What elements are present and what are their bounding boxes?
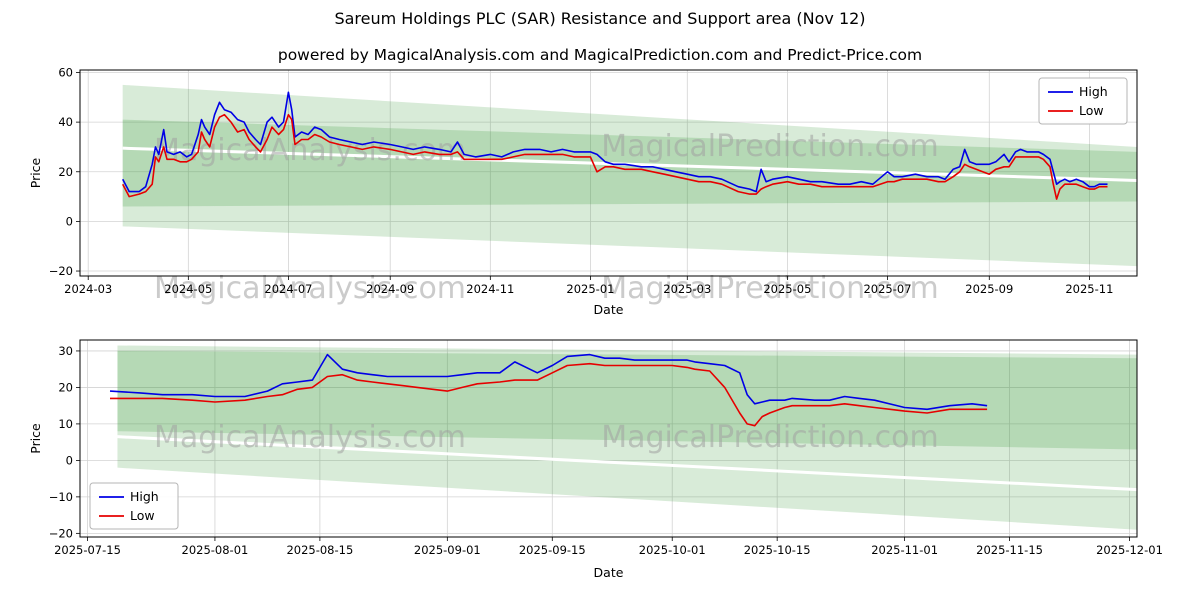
bottom-chart: MagicalAnalysis.com MagicalPrediction.com… — [28, 339, 1163, 580]
x-tick-label: 2025-10-15 — [744, 543, 811, 557]
watermark-text: MagicalPrediction.com — [601, 420, 939, 455]
high-line — [121, 91, 1108, 193]
low-line — [121, 113, 1108, 200]
legend-box — [1038, 77, 1128, 125]
x-axis-label: Date — [594, 565, 624, 580]
y-tick-label: 30 — [58, 344, 73, 358]
x-tick-label: 2025-12-01 — [1096, 543, 1163, 557]
band-seam — [117, 435, 1138, 492]
x-tick-label: 2025-09 — [965, 282, 1013, 296]
y-tick-label: 10 — [58, 417, 73, 431]
y-tick-label: −20 — [49, 526, 73, 540]
legend: High Low — [1038, 77, 1128, 125]
x-tick-label: 2024-11 — [466, 282, 514, 296]
y-tick-label: 40 — [58, 115, 73, 129]
x-tick-label: 2025-11 — [1065, 282, 1113, 296]
x-tick-label: 2025-11-15 — [976, 543, 1043, 557]
x-tick-label: 2025-11-01 — [871, 543, 938, 557]
legend-box — [89, 482, 179, 530]
x-tick-label: 2025-08-01 — [182, 543, 249, 557]
x-tick-label: 2025-03 — [663, 282, 711, 296]
x-tick-label: 2025-09-15 — [519, 543, 586, 557]
y-tick-label: 60 — [58, 65, 73, 79]
x-tick-label: 2024-03 — [64, 282, 112, 296]
x-tick-label: 2025-05 — [763, 282, 811, 296]
legend-high-label: High — [1079, 84, 1108, 99]
chart-title: Sareum Holdings PLC (SAR) Resistance and… — [334, 9, 866, 28]
high-line — [109, 353, 988, 411]
y-tick-label: −20 — [49, 264, 73, 278]
support-resistance-band — [122, 84, 1138, 267]
support-resistance-band — [117, 350, 1137, 450]
x-tick-label: 2025-10-01 — [639, 543, 706, 557]
support-resistance-band — [117, 345, 1137, 530]
x-tick-label: 2025-01 — [566, 282, 614, 296]
x-axis-label: Date — [594, 302, 624, 317]
y-axis-label: Price — [28, 423, 43, 454]
x-tick-label: 2024-05 — [164, 282, 212, 296]
x-tick-label: 2025-07 — [863, 282, 911, 296]
watermark-text: MagicalPrediction.com — [601, 271, 939, 306]
x-tick-label: 2025-08-15 — [286, 543, 353, 557]
legend-low-label: Low — [1079, 103, 1104, 118]
x-tick-label: 2024-09 — [366, 282, 414, 296]
plot-border — [79, 69, 1138, 277]
plot-border — [79, 339, 1138, 538]
y-tick-label: 20 — [58, 380, 73, 394]
legend-high-label: High — [130, 489, 159, 504]
y-tick-label: −10 — [49, 490, 73, 504]
chart-subtitle: powered by MagicalAnalysis.com and Magic… — [277, 46, 923, 64]
y-tick-label: 0 — [66, 214, 73, 228]
x-tick-label: 2025-07-15 — [54, 543, 121, 557]
y-tick-label: 0 — [66, 453, 73, 467]
legend: High Low — [89, 482, 179, 530]
y-tick-label: 20 — [58, 165, 73, 179]
x-tick-label: 2024-07 — [264, 282, 312, 296]
low-line — [110, 362, 988, 427]
tick-labels: 2025-07-15 2025-08-01 2025-08-15 2025-09-01… — [49, 344, 1163, 557]
tick-labels: 2024-03 2024-05 2024-07 2024-09 2024-11 2025-… — [49, 65, 1114, 296]
legend-low-label: Low — [130, 508, 155, 523]
watermark-text: MagicalPrediction.com — [601, 129, 939, 164]
x-tick-label: 2025-09-01 — [414, 543, 481, 557]
grid-lines — [80, 340, 1137, 537]
watermark-text: MagicalAnalysis.com — [154, 271, 466, 306]
top-chart: MagicalAnalysis.com MagicalPrediction.com… — [28, 65, 1138, 317]
y-axis-label: Price — [28, 157, 43, 188]
watermark-text: MagicalAnalysis.com — [154, 420, 466, 455]
